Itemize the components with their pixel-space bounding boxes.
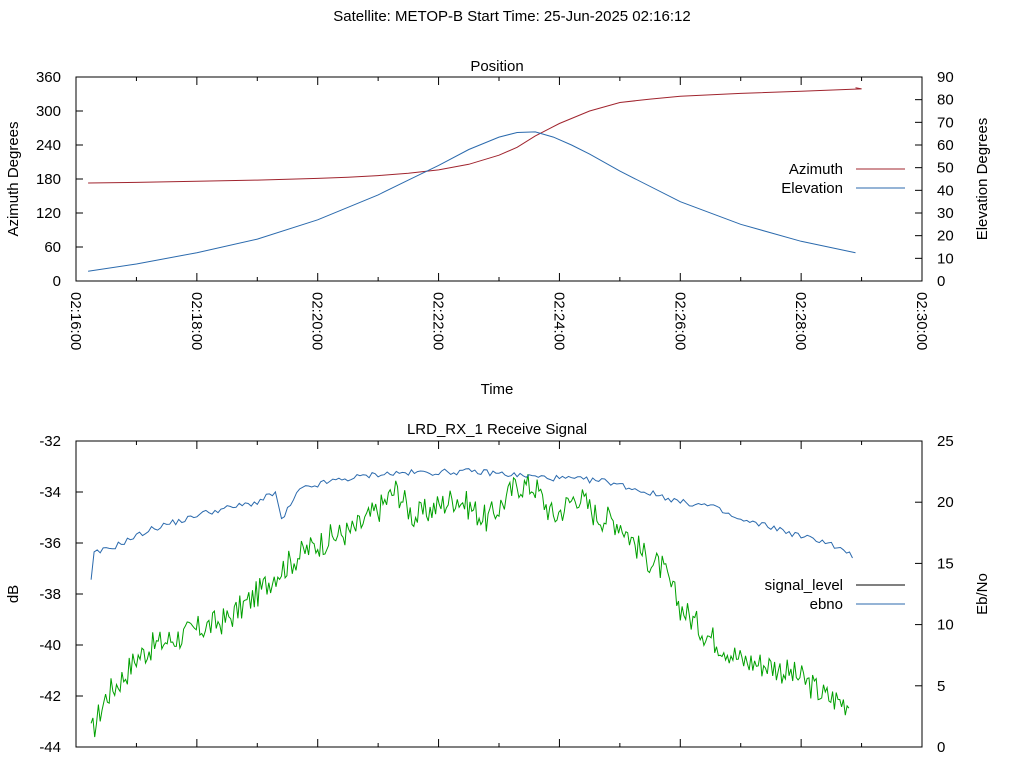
signal-y2-ticks: 0 5 10 15 20 25 xyxy=(915,433,954,756)
position-x-axis-label: Time xyxy=(481,381,514,398)
y-tick-label: 240 xyxy=(36,137,61,154)
y2-tick-label: 15 xyxy=(937,555,954,572)
x-tick-label: 02:24:00 xyxy=(550,292,567,350)
x-tick-label: 02:22:00 xyxy=(430,292,447,350)
y2-tick-label: 20 xyxy=(937,494,954,511)
y2-tick-label: 70 xyxy=(937,114,954,131)
signal-level-line xyxy=(90,474,850,738)
y-tick-label: 300 xyxy=(36,103,61,120)
y2-tick-label: 90 xyxy=(937,69,954,86)
position-plot-frame xyxy=(75,76,923,282)
y-tick-label: -44 xyxy=(39,739,61,756)
position-y2-ticks: 0 10 20 30 40 50 60 70 80 90 xyxy=(915,69,954,290)
signal-y-axis-label: dB xyxy=(5,585,22,603)
y-tick-label: -34 xyxy=(39,484,61,501)
x-tick-label: 02:20:00 xyxy=(309,292,326,350)
y-tick-label: 60 xyxy=(44,239,61,256)
signal-legend: signal_level ebno xyxy=(765,577,905,613)
y-tick-label: -32 xyxy=(39,433,61,450)
y-tick-label: 180 xyxy=(36,171,61,188)
x-tick-label: 02:30:00 xyxy=(913,292,930,350)
y-tick-label: -38 xyxy=(39,586,61,603)
position-x-ticks: 02:16:00 02:18:00 02:20:00 02:22:00 02:24:00… xyxy=(67,77,930,350)
azimuth-line xyxy=(88,87,862,184)
position-chart: Position Azimuth Degrees Elevation Degre… xyxy=(5,58,991,398)
position-y-ticks: 0 60 120 180 240 300 360 xyxy=(36,69,83,290)
y2-tick-label: 40 xyxy=(937,182,954,199)
y2-tick-label: 50 xyxy=(937,160,954,177)
y2-tick-label: 20 xyxy=(937,228,954,245)
receive-signal-chart: LRD_RX_1 Receive Signal dB Eb/No -44-42-… xyxy=(5,421,991,756)
position-y-axis-label: Azimuth Degrees xyxy=(5,121,22,236)
signal-y2-axis-label: Eb/No xyxy=(974,573,991,615)
page-title: Satellite: METOP-B Start Time: 25-Jun-20… xyxy=(333,8,691,25)
position-chart-title: Position xyxy=(470,58,523,75)
x-tick-label: 02:26:00 xyxy=(671,292,688,350)
y2-tick-label: 0 xyxy=(937,273,945,290)
y2-tick-label: 80 xyxy=(937,92,954,109)
y2-tick-label: 5 xyxy=(937,678,945,695)
legend-azimuth-label: Azimuth xyxy=(789,161,843,178)
x-tick-label: 02:16:00 xyxy=(67,292,84,350)
x-tick-label: 02:28:00 xyxy=(792,292,809,350)
y-tick-label: 0 xyxy=(53,273,61,290)
signal-chart-title: LRD_RX_1 Receive Signal xyxy=(407,421,587,438)
y2-tick-label: 0 xyxy=(937,739,945,756)
y-tick-label: -42 xyxy=(39,688,61,705)
ebno-line xyxy=(90,468,853,580)
y2-tick-label: 25 xyxy=(937,433,954,450)
y2-tick-label: 10 xyxy=(937,617,954,634)
signal-x-ticks xyxy=(75,441,923,747)
elevation-line xyxy=(88,131,856,272)
y-tick-label: 120 xyxy=(36,205,61,222)
y2-tick-label: 30 xyxy=(937,205,954,222)
legend-signal-level-label: signal_level xyxy=(765,577,843,594)
y-tick-label: -36 xyxy=(39,535,61,552)
y-tick-label: -40 xyxy=(39,637,61,654)
signal-series xyxy=(90,468,853,738)
x-tick-label: 02:18:00 xyxy=(188,292,205,350)
y-tick-label: 360 xyxy=(36,69,61,86)
y2-tick-label: 10 xyxy=(937,250,954,267)
position-legend: Azimuth Elevation xyxy=(781,161,905,197)
position-series xyxy=(88,87,862,272)
y2-tick-label: 60 xyxy=(937,137,954,154)
legend-elevation-label: Elevation xyxy=(781,180,843,197)
position-y2-axis-label: Elevation Degrees xyxy=(974,118,991,241)
signal-y-ticks: -44 -42 -40 -38 -36 -34 -32 xyxy=(39,433,83,756)
legend-ebno-label: ebno xyxy=(810,596,843,613)
signal-plot-frame xyxy=(75,440,923,748)
